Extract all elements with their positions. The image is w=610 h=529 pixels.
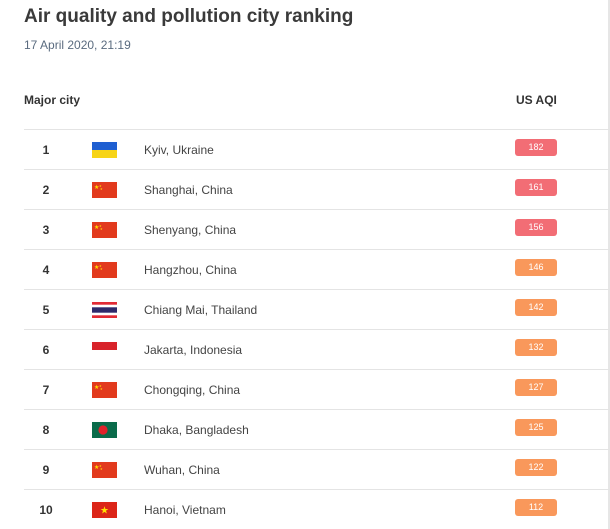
rank-number: 9 xyxy=(42,463,50,477)
svg-text:★: ★ xyxy=(94,184,99,191)
table-row[interactable]: 8 Dhaka, Bangladesh 125 xyxy=(24,409,610,449)
city-name[interactable]: Wuhan, China xyxy=(144,463,220,477)
rank-number: 2 xyxy=(42,183,50,197)
svg-text:★: ★ xyxy=(99,264,102,268)
aqi-badge: 125 xyxy=(515,419,557,436)
city-name[interactable]: Shenyang, China xyxy=(144,223,237,237)
table-row[interactable]: 5 Chiang Mai, Thailand 142 xyxy=(24,289,610,329)
svg-text:★: ★ xyxy=(94,264,99,271)
table-row[interactable]: 1 Kyiv, Ukraine 182 xyxy=(24,129,610,169)
indonesia-flag-icon xyxy=(92,342,117,358)
china-flag-icon: ★ ★ ★ xyxy=(92,382,117,398)
city-name[interactable]: Jakarta, Indonesia xyxy=(144,343,243,357)
page-edge-divider xyxy=(608,0,610,529)
rank-number: 7 xyxy=(42,383,50,397)
table-row[interactable]: 9 ★ ★ ★ Wuhan, China 122 xyxy=(24,449,610,489)
aqi-badge: 127 xyxy=(515,379,557,396)
table-row[interactable]: 4 ★ ★ ★ Hangzhou, China 146 xyxy=(24,249,610,289)
rank-number: 10 xyxy=(39,503,53,517)
svg-text:★: ★ xyxy=(100,506,109,517)
city-name[interactable]: Hanoi, Vietnam xyxy=(144,503,226,517)
svg-text:★: ★ xyxy=(100,387,103,391)
aqi-badge: 146 xyxy=(515,259,557,276)
rank-number: 8 xyxy=(42,423,50,437)
aqi-badge: 122 xyxy=(515,459,557,476)
svg-text:★: ★ xyxy=(94,224,99,231)
table-row[interactable]: 3 ★ ★ ★ Shenyang, China 156 xyxy=(24,209,610,249)
page-title: Air quality and pollution city ranking xyxy=(24,6,354,27)
table-row[interactable]: 2 ★ ★ ★ Shanghai, China 161 xyxy=(24,169,610,209)
table-row[interactable]: 7 ★ ★ ★ Chongqing, China 127 xyxy=(24,369,610,409)
aqi-badge: 112 xyxy=(515,499,557,516)
svg-text:★: ★ xyxy=(100,467,103,471)
timestamp: 17 April 2020, 21:19 xyxy=(24,38,131,52)
svg-text:★: ★ xyxy=(99,224,102,228)
svg-text:★: ★ xyxy=(99,464,102,468)
svg-text:★: ★ xyxy=(99,184,102,188)
column-header-aqi[interactable]: US AQI xyxy=(516,93,557,107)
svg-text:★: ★ xyxy=(100,227,103,231)
thailand-flag-icon xyxy=(92,302,117,318)
city-name[interactable]: Chongqing, China xyxy=(144,383,241,397)
china-flag-icon: ★ ★ ★ xyxy=(92,462,117,478)
svg-text:★: ★ xyxy=(100,267,103,271)
svg-text:★: ★ xyxy=(99,384,102,388)
city-name[interactable]: Chiang Mai, Thailand xyxy=(144,303,258,317)
aqi-badge: 132 xyxy=(515,339,557,356)
city-name[interactable]: Kyiv, Ukraine xyxy=(144,143,214,157)
table-row[interactable]: 6 Jakarta, Indonesia 132 xyxy=(24,329,610,369)
vietnam-flag-icon: ★ xyxy=(92,502,117,518)
table-row[interactable]: 10 ★ Hanoi, Vietnam 112 xyxy=(24,489,610,529)
column-header-city: Major city xyxy=(24,93,81,107)
rank-number: 4 xyxy=(42,263,50,277)
china-flag-icon: ★ ★ ★ xyxy=(92,222,117,238)
bangladesh-flag-icon xyxy=(92,422,117,438)
rank-number: 6 xyxy=(42,343,50,357)
aqi-badge: 156 xyxy=(515,219,557,236)
city-name[interactable]: Dhaka, Bangladesh xyxy=(144,423,249,437)
rank-number: 3 xyxy=(42,223,50,237)
rank-number: 1 xyxy=(42,143,50,157)
china-flag-icon: ★ ★ ★ xyxy=(92,262,117,278)
ranking-table: 1 Kyiv, Ukraine 182 2 ★ ★ ★ Shanghai, Chin… xyxy=(24,129,610,529)
ukraine-flag-icon xyxy=(92,142,117,158)
svg-text:★: ★ xyxy=(94,384,99,391)
aqi-badge: 142 xyxy=(515,299,557,316)
city-name[interactable]: Hangzhou, China xyxy=(144,263,237,277)
city-name[interactable]: Shanghai, China xyxy=(144,183,233,197)
svg-text:★: ★ xyxy=(94,464,99,471)
rank-number: 5 xyxy=(42,303,50,317)
aqi-badge: 161 xyxy=(515,179,557,196)
aqi-badge: 182 xyxy=(515,139,557,156)
svg-text:★: ★ xyxy=(100,187,103,191)
china-flag-icon: ★ ★ ★ xyxy=(92,182,117,198)
